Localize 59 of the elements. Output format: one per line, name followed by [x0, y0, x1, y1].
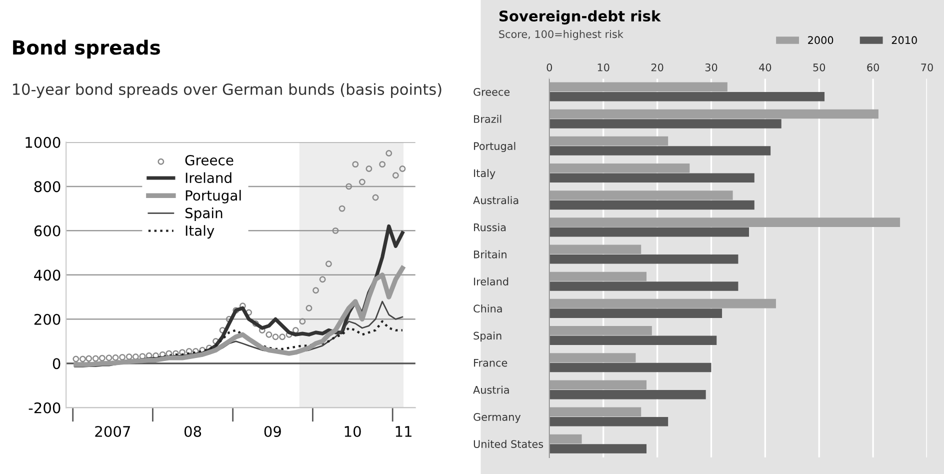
bar	[549, 254, 738, 264]
y-tick-label: Ireland	[474, 277, 508, 286]
bar	[549, 146, 771, 156]
chart-title: Sovereign-debt risk	[499, 10, 661, 24]
bar	[549, 390, 706, 400]
x-tick-label: 08	[184, 426, 202, 437]
y-tick-label: Portugal	[474, 142, 516, 152]
legend-label: Spain	[185, 208, 222, 221]
x-tick-label: 50	[813, 63, 826, 72]
y-tick-label: Greece	[474, 88, 510, 96]
y-tick-label: Brazil	[474, 114, 502, 123]
x-tick-label: 10	[598, 63, 610, 72]
bar	[549, 336, 717, 346]
x-tick-label: 60	[867, 63, 879, 72]
x-tick-label: 20	[651, 63, 664, 72]
y-tick-label: 800	[34, 181, 60, 192]
x-tick-label: 09	[264, 426, 281, 437]
y-tick-label: Russia	[474, 223, 506, 232]
y-tick-label: 200	[34, 314, 60, 325]
bar	[549, 444, 647, 454]
bar	[549, 362, 712, 372]
bar	[549, 227, 749, 237]
y-tick-label: 1000	[26, 136, 60, 148]
y-tick-label: -200	[28, 402, 60, 414]
legend-label: 2000	[808, 36, 834, 44]
y-tick-label: Germany	[474, 413, 521, 423]
chart-subtitle: Score, 100=highest risk	[499, 30, 624, 40]
bar	[549, 417, 668, 426]
bar	[549, 173, 754, 183]
y-tick-label: China	[474, 304, 502, 313]
legend-label: Ireland	[186, 172, 232, 184]
x-tick-label: 2007	[95, 426, 130, 437]
y-tick-label: Italy	[474, 169, 496, 180]
x-tick-label: 0	[546, 63, 552, 72]
chart-subtitle: 10-year bond spreads over German bunds (basis points)	[13, 83, 442, 98]
bar	[549, 282, 738, 291]
x-tick-label: 30	[705, 63, 718, 72]
x-tick-label: 10	[344, 426, 361, 437]
y-tick-label: Australia	[473, 196, 518, 204]
y-tick-label: Spain	[474, 332, 502, 342]
legend-label: Italy	[186, 225, 214, 239]
x-tick-label: 40	[759, 63, 772, 72]
bar	[549, 200, 754, 210]
bar	[549, 119, 782, 128]
legend-label: Portugal	[186, 190, 241, 204]
bar	[549, 92, 825, 102]
y-tick-label: United States	[474, 440, 544, 448]
y-tick-label: France	[474, 358, 508, 367]
x-tick-label: 70	[921, 63, 933, 72]
y-tick-label: 400	[34, 270, 60, 281]
y-tick-label: 600	[34, 225, 60, 236]
bar	[549, 308, 722, 318]
y-tick-label: Austria	[473, 386, 509, 394]
chart-title: Bond spreads	[13, 40, 160, 59]
legend-label: 2010	[892, 36, 917, 44]
x-tick-label: 11	[396, 426, 412, 437]
legend-label: Greece	[185, 154, 234, 166]
y-tick-label: 0	[52, 358, 60, 370]
y-tick-label: Britain	[474, 250, 506, 258]
